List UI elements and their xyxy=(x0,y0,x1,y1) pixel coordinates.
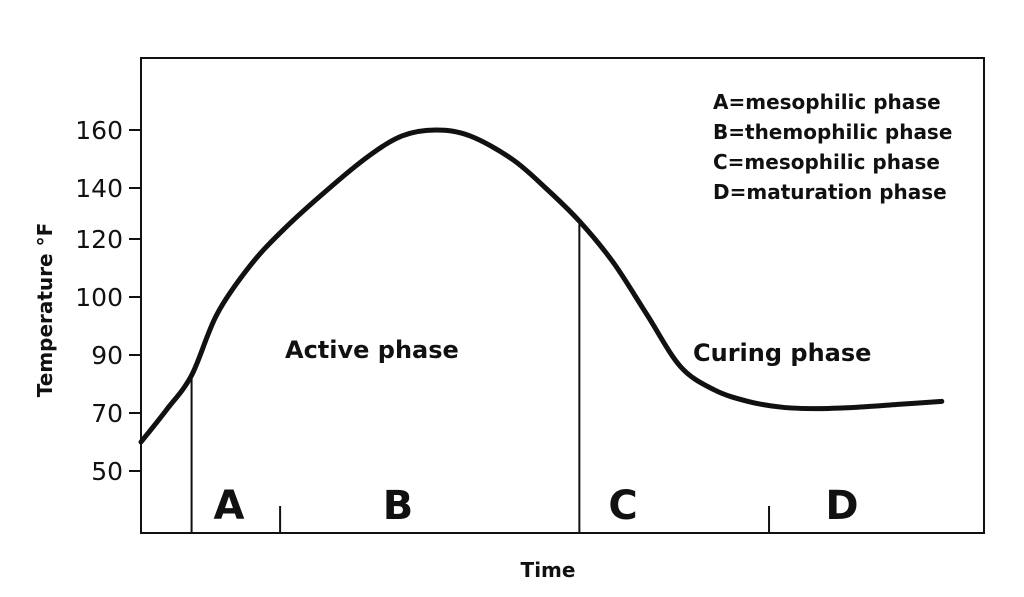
stage-label-a: A xyxy=(214,483,245,529)
y-tick-label: 90 xyxy=(91,341,123,370)
legend-entry-a: A=mesophilic phase xyxy=(713,90,941,114)
y-tick-label: 120 xyxy=(75,225,123,254)
y-tick-label: 140 xyxy=(75,174,123,203)
y-tick-label: 70 xyxy=(91,399,123,428)
stage-label-d: D xyxy=(825,483,858,529)
y-axis-title: Temperature °F xyxy=(33,223,57,397)
plot-frame xyxy=(140,57,985,534)
legend-entry-c: C=mesophilic phase xyxy=(713,150,940,174)
y-axis-ticks xyxy=(129,129,141,472)
legend-entry-d: D=maturation phase xyxy=(713,180,947,204)
stage-label-c: C xyxy=(608,483,637,529)
y-tick-label: 100 xyxy=(75,283,123,312)
y-tick-label: 50 xyxy=(91,457,123,486)
y-axis-tick-labels: 160 140 120 100 90 70 50 xyxy=(75,116,123,486)
curing-phase-label: Curing phase xyxy=(693,339,871,367)
legend: A=mesophilic phase B=themophilic phase C… xyxy=(713,90,952,204)
y-tick-label: 160 xyxy=(75,116,123,145)
stage-dividers xyxy=(190,224,771,533)
legend-entry-b: B=themophilic phase xyxy=(713,120,952,144)
active-phase-label: Active phase xyxy=(285,336,459,364)
x-axis-title: Time xyxy=(521,558,576,582)
stage-label-b: B xyxy=(383,483,414,529)
temperature-curve xyxy=(138,127,945,445)
